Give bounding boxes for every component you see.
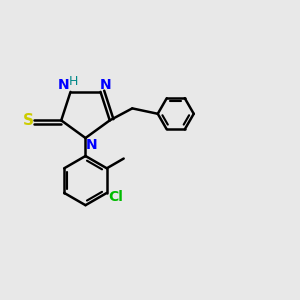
Text: Cl: Cl bbox=[109, 190, 123, 204]
Text: H: H bbox=[69, 75, 79, 88]
Text: N: N bbox=[86, 138, 97, 152]
Text: N: N bbox=[58, 78, 70, 92]
Text: S: S bbox=[23, 113, 34, 128]
Text: N: N bbox=[100, 78, 112, 92]
